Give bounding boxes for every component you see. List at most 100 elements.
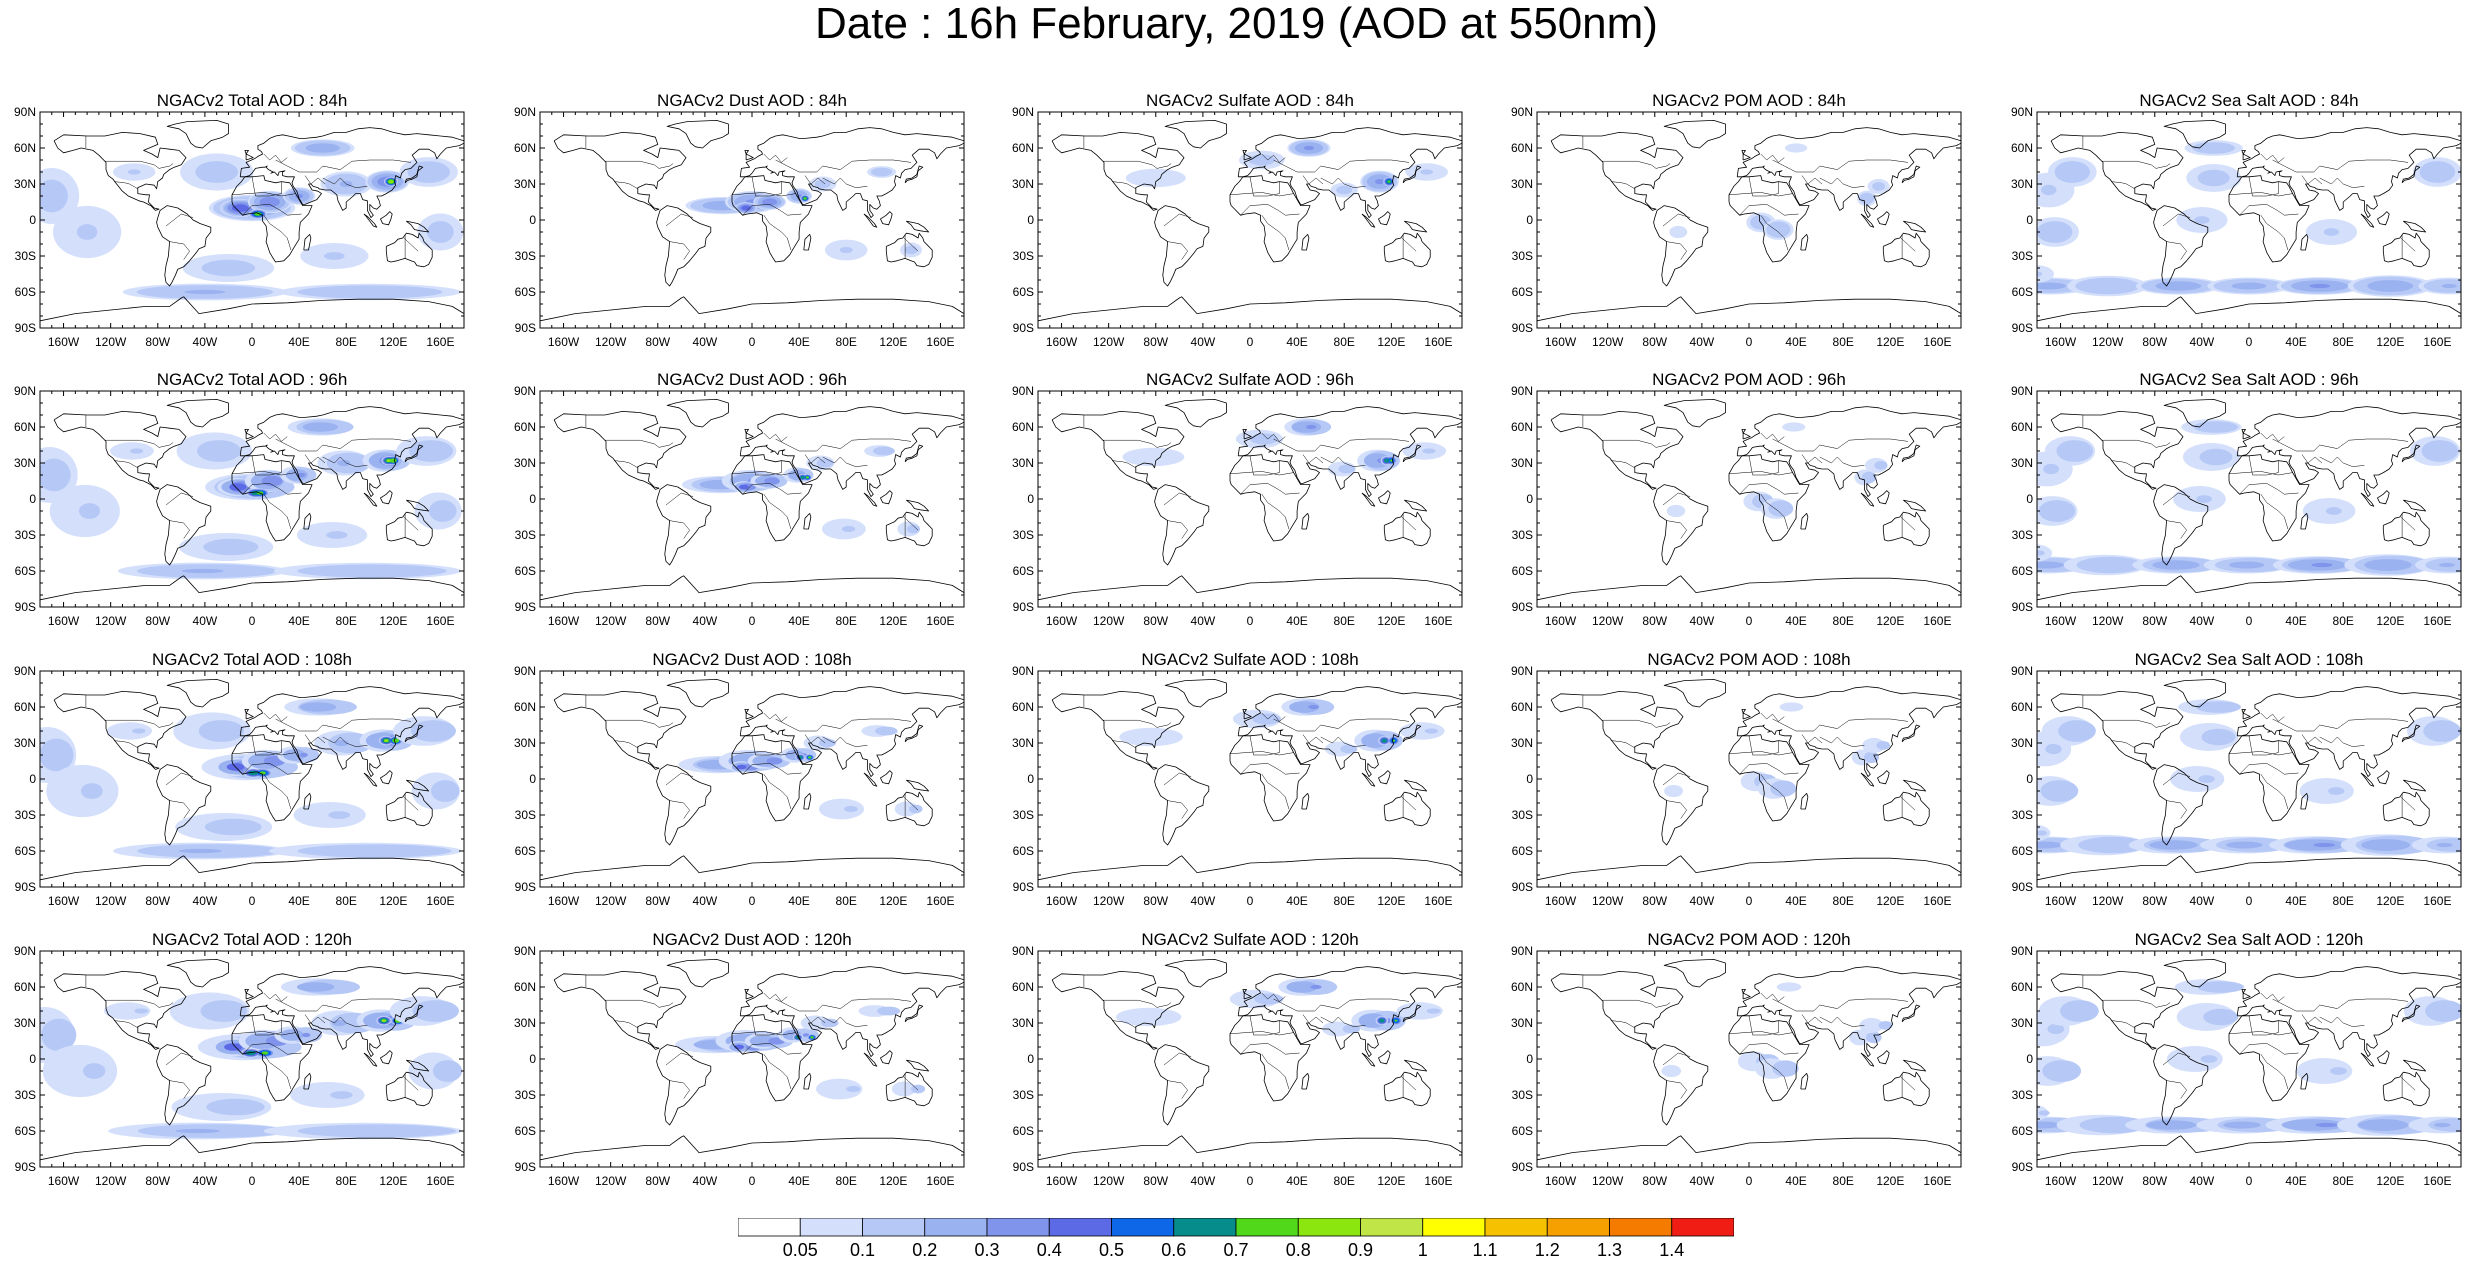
coastline [2377, 490, 2390, 505]
coastline [666, 120, 729, 149]
aod-contour [2037, 561, 2065, 569]
border-line [263, 774, 292, 810]
lon-tick-label: 40W [1191, 894, 1216, 908]
aod-contour [181, 568, 224, 574]
lon-tick-label: 80W [645, 894, 670, 908]
coastline [1882, 791, 1930, 827]
coastline [1383, 232, 1431, 268]
aod-contour [2364, 559, 2412, 571]
aod-contour [201, 259, 256, 277]
map-canvas: 90N 60N 30N 0 30S 60S 90S 160W 120W 80W 40W 0 40E 80E… [1511, 664, 1962, 908]
colorbar-label: 0.6 [1161, 1240, 1186, 1258]
lat-tick-label: 60S [2012, 564, 2033, 578]
aod-contour [290, 1082, 365, 1108]
border-line [1261, 712, 1286, 722]
coastline [1154, 205, 1210, 287]
aod-contour [299, 702, 337, 712]
aod-field [675, 1005, 926, 1100]
coastline [2037, 1135, 2461, 1161]
panel-title: NGACv2 Sulfate AOD : 96h [1146, 370, 1354, 389]
coastline [2037, 855, 2461, 881]
lon-tick-label: 40E [788, 894, 809, 908]
lon-tick-label: 120W [2092, 335, 2124, 349]
coastlines [40, 120, 464, 322]
lat-tick-label: 30S [1013, 808, 1034, 822]
lon-tick-label: 160W [48, 1174, 80, 1188]
lon-tick-label: 40W [2190, 614, 2215, 628]
aod-contour [2323, 228, 2340, 236]
colorbar: 0.05 0.1 0.2 0.3 0.4 0.5 0.6 0.7 0.8 0.9 1 1.1 1.2 1.… [738, 1218, 1734, 1258]
lat-tick-label: 60N [1012, 420, 1034, 434]
coastline [1800, 513, 1809, 530]
coastlines [40, 399, 464, 601]
border-line [1666, 800, 1687, 819]
border-line [1320, 736, 1366, 747]
lon-tick-label: 120W [95, 1174, 127, 1188]
aod-field [1119, 698, 1445, 757]
map-canvas: 90N 60N 30N 0 30S 60S 90S 160W 120W 80W 40W 0 40E 80E… [1012, 384, 1463, 628]
coastline [2153, 764, 2209, 846]
lon-tick-label: 80E [836, 614, 857, 628]
lon-tick-label: 80W [2142, 1174, 2167, 1188]
border-line [2239, 204, 2299, 216]
lon-tick-label: 40W [193, 614, 218, 628]
aod-contour [906, 524, 920, 534]
aod-contour [132, 728, 146, 734]
border-line [2301, 454, 2323, 464]
lat-tick-label: 60S [515, 844, 536, 858]
lon-tick-label: 80W [145, 335, 170, 349]
map-canvas: 90N 60N 30N 0 30S 60S 90S 160W 120W 80W 40W 0 40E 80E… [514, 944, 965, 1188]
coastline [166, 120, 229, 149]
border-line [322, 1016, 368, 1027]
coastline [244, 709, 254, 720]
aod-contour [1664, 784, 1684, 798]
border-line [1801, 175, 1823, 185]
lat-tick-label: 30S [1013, 249, 1034, 263]
aod-contour [2038, 500, 2076, 522]
lat-tick-label: 0 [2026, 213, 2033, 227]
aod-contour [200, 1000, 247, 1022]
lat-tick-label: 30S [1512, 249, 1533, 263]
tick-marks [1536, 950, 1962, 1168]
aod-contour [1308, 704, 1319, 710]
aod-contour [80, 783, 103, 799]
coastline [1663, 120, 1726, 149]
border-line [2260, 1054, 2289, 1090]
map-panel-sulfate: NGACv2 Sulfate AOD : 120h 90N 60N 30N 0 30S 60… [998, 931, 1468, 1188]
aod-contour [429, 500, 457, 522]
coastline [363, 213, 378, 228]
lon-tick-label: 40E [288, 614, 309, 628]
lon-tick-label: 120E [2376, 894, 2404, 908]
coastline [1663, 399, 1726, 428]
lat-tick-label: 30S [15, 808, 36, 822]
border-line [114, 460, 138, 469]
coastline [2403, 1059, 2427, 1072]
lon-tick-label: 40E [1785, 614, 1806, 628]
coastline [885, 232, 933, 268]
border-line [104, 999, 174, 1008]
border-line [1662, 1052, 1691, 1066]
lat-tick-label: 0 [529, 213, 536, 227]
border-line [2101, 719, 2171, 728]
coastline [1800, 1073, 1809, 1090]
lat-tick-label: 30N [1012, 177, 1034, 191]
colorbar-label: 0.8 [1286, 1240, 1311, 1258]
border-line [251, 455, 282, 476]
lon-tick-label: 40W [1690, 894, 1715, 908]
aod-contour [891, 1081, 916, 1097]
aod-contour [231, 204, 249, 212]
aod-contour [1289, 701, 1320, 713]
coastline [385, 1071, 433, 1107]
map-background [1038, 112, 1462, 328]
aod-contour [1784, 143, 1808, 153]
lon-tick-label: 120W [595, 335, 627, 349]
lon-tick-label: 80E [336, 614, 357, 628]
aod-contour [1864, 751, 1879, 764]
aod-contour [302, 1032, 311, 1038]
aod-contour [2037, 830, 2048, 836]
border-line [804, 734, 826, 744]
aod-contour [2296, 1058, 2353, 1084]
lat-tick-label: 60S [2012, 844, 2033, 858]
panel-title: NGACv2 Total AOD : 120h [151, 930, 352, 949]
border-line [1249, 455, 1280, 476]
